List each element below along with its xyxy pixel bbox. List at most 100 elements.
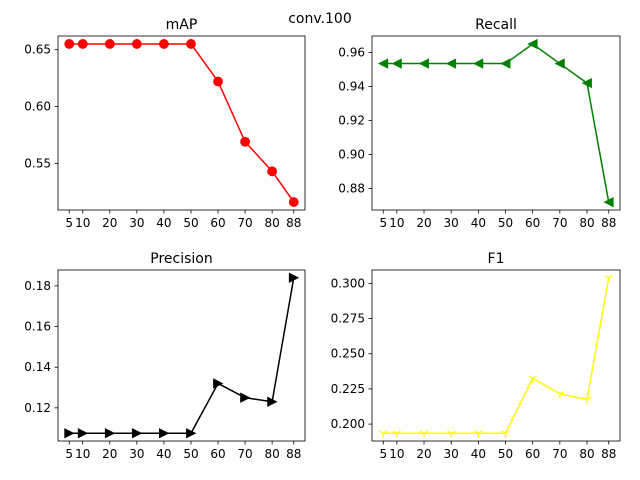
subplot-map-xtick-label: 88 [286, 216, 301, 230]
subplot-map-data-point [159, 39, 169, 49]
subplot-f1-series-line [383, 277, 610, 435]
subplot-precision-data-point [64, 428, 75, 439]
subplot-map-data-point [131, 39, 142, 49]
subplot-f1-xtick-label: 50 [498, 447, 513, 461]
subplot-precision-xtick-label: 40 [156, 447, 171, 461]
subplot-map-axes-frame [57, 35, 306, 211]
subplot-map-xtick-label: 30 [129, 216, 144, 230]
subplot-map-data-point [267, 166, 278, 177]
subplot-map-data-point [64, 39, 75, 49]
subplot-map: mAP 5 10 20 30 40 50 60 70 80 88 0.55 0.60 0.65 [24, 17, 306, 230]
subplot-precision-data-point [159, 428, 170, 439]
subplot-recall-data-point [445, 58, 457, 69]
subplot-f1-axes-frame [371, 269, 621, 442]
subplot-f1-xtick-label: 30 [444, 447, 459, 461]
subplot-precision-xtick-label: 80 [264, 447, 279, 461]
subplot-recall-data-point [527, 38, 538, 50]
subplot-recall: Recall 5 10 20 30 40 50 60 70 80 88 0.88 0.90 0.92 0.9… [338, 17, 621, 230]
subplot-recall-data-point [554, 58, 565, 69]
subplot-precision: Precision 5 10 20 30 40 50 60 70 80 88 0.12 0.14 0.16… [24, 251, 306, 461]
subplot-map-xtick-label: 20 [102, 216, 117, 230]
subplot-precision-title: Precision [150, 251, 212, 267]
subplot-recall-xtick-label: 5 [379, 216, 387, 230]
subplot-map-xtick-label: 70 [237, 216, 252, 230]
subplot-f1-ytick-label: 0.250 [331, 347, 365, 361]
subplot-recall-ytick-label: 0.96 [338, 45, 365, 59]
subplot-recall-data-point [391, 58, 402, 69]
subplot-f1-data-point [446, 430, 456, 438]
subplot-f1-ytick-label: 0.300 [331, 276, 365, 290]
subplot-f1-xtick-label: 80 [579, 447, 594, 461]
subplot-precision-series-line [69, 277, 295, 435]
subplot-precision-data-point [131, 428, 143, 439]
subplot-map-xtick-label: 40 [156, 216, 171, 230]
subplot-map-ytick-label: 0.65 [24, 43, 51, 57]
subplot-map-data-point [240, 136, 250, 147]
subplot-f1-xtick-label: 40 [471, 447, 486, 461]
subplot-f1-data-point [501, 430, 510, 438]
subplot-precision-xtick-label: 30 [129, 447, 144, 461]
subplot-map-data-point [186, 39, 196, 49]
subplot-f1-data-point [555, 391, 565, 399]
subplot-f1-data-point [474, 430, 483, 438]
subplot-precision-xtick-label: 50 [183, 447, 198, 461]
subplot-precision-xtick-label: 20 [102, 447, 117, 461]
subplot-recall-data-point [472, 58, 484, 69]
subplot-recall-xtick-label: 80 [579, 216, 594, 230]
subplot-f1-title: F1 [488, 251, 505, 267]
subplot-recall-xtick-label: 60 [525, 216, 540, 230]
subplot-precision-data-point [213, 378, 224, 389]
subplot-precision-ytick-label: 0.12 [24, 401, 51, 415]
subplot-recall-data-point [377, 58, 389, 69]
subplot-f1-xtick-label: 5 [379, 447, 387, 461]
subplot-recall-data-point [418, 58, 429, 69]
subplot-f1-data-point [604, 274, 613, 283]
subplot-recall-axes-frame [371, 35, 621, 211]
subplot-map-xtick-label: 80 [264, 216, 279, 230]
subplot-f1-data-point [379, 430, 388, 438]
subplot-precision-xtick-label: 70 [237, 447, 252, 461]
subplot-recall-xtick-label: 20 [416, 216, 431, 230]
subplot-precision-data-point [267, 396, 278, 407]
subplot-f1-xtick-label: 10 [389, 447, 404, 461]
subplot-recall-data-point [581, 77, 592, 89]
subplot-map-ytick-label: 0.55 [24, 156, 51, 170]
subplot-map-data-point [288, 197, 299, 207]
subplot-f1-data-point [582, 396, 592, 404]
subplot-precision-xtick-label: 5 [65, 447, 73, 461]
subplot-recall-xtick-label: 70 [552, 216, 567, 230]
subplot-f1-xtick-label: 88 [601, 447, 616, 461]
subplot-f1-xtick-label: 60 [525, 447, 540, 461]
subplot-map-data-point [213, 76, 223, 87]
subplot-map-xtick-label: 50 [183, 216, 198, 230]
subplot-recall-xtick-label: 50 [498, 216, 513, 230]
subplot-precision-axes-frame [57, 269, 306, 442]
subplot-recall-xtick-label: 30 [444, 216, 459, 230]
subplot-map-ytick-label: 0.60 [24, 100, 51, 114]
subplot-precision-ytick-label: 0.16 [24, 320, 51, 334]
subplot-recall-data-point [500, 58, 511, 69]
subplot-f1-data-point [392, 430, 402, 438]
subplot-recall-title: Recall [475, 17, 517, 33]
subplot-f1-data-point [528, 375, 537, 383]
subplot-precision-data-point [240, 392, 251, 403]
subplot-recall-series-line [383, 43, 610, 203]
subplot-recall-xtick-label: 10 [389, 216, 404, 230]
subplot-precision-xtick-label: 88 [286, 447, 301, 461]
subplot-recall-xtick-label: 40 [471, 216, 486, 230]
subplot-f1: F1 5 10 20 30 40 50 60 70 80 88 0.200 0.225 0.250 0.27… [331, 251, 621, 461]
subplot-precision-data-point [104, 428, 116, 439]
subplot-map-series-line [69, 43, 295, 203]
subplot-precision-data-point [186, 428, 197, 439]
subplot-precision-ytick-label: 0.14 [24, 360, 51, 374]
figure-suptitle: conv.100 [288, 11, 352, 27]
subplot-f1-data-point [419, 430, 429, 438]
subplot-recall-ytick-label: 0.92 [338, 114, 365, 128]
subplot-recall-data-point [603, 197, 614, 208]
subplot-precision-data-point [77, 428, 89, 439]
subplot-map-data-point [77, 39, 88, 49]
subplot-recall-ytick-label: 0.90 [338, 148, 365, 162]
subplot-recall-xtick-label: 88 [601, 216, 616, 230]
subplot-precision-xtick-label: 10 [75, 447, 90, 461]
